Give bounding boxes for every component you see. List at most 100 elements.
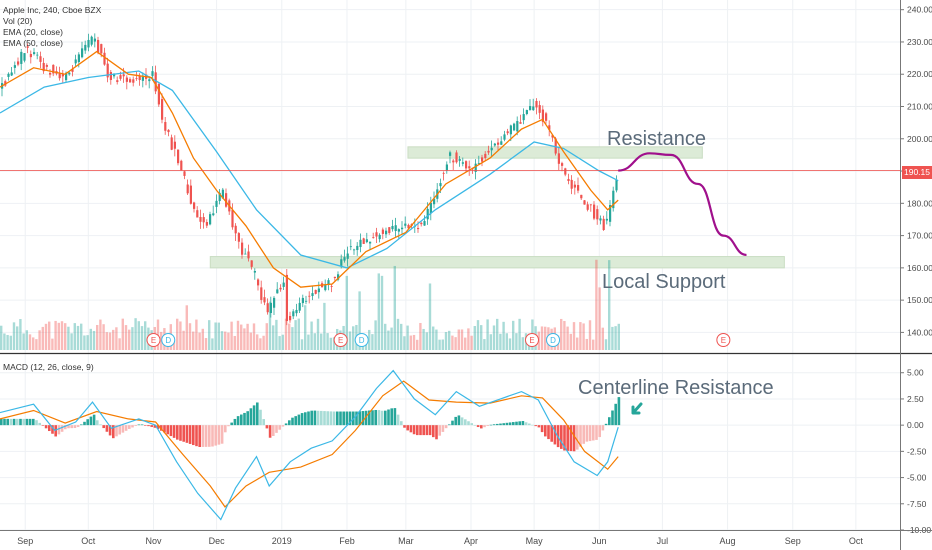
candle-body (119, 75, 122, 79)
macd-histogram-bar (96, 420, 99, 426)
volume-bar (304, 305, 307, 350)
candle-body (356, 245, 359, 251)
volume-bar (499, 333, 502, 350)
volume-bar (32, 337, 35, 350)
candle-body (593, 204, 596, 219)
volume-bar (464, 337, 467, 350)
event-marker-label: D (359, 336, 365, 345)
macd-histogram-bar (425, 425, 429, 436)
candle-body (401, 227, 404, 230)
candle-body (212, 213, 215, 216)
volume-bar (416, 339, 419, 350)
volume-bar (502, 321, 505, 350)
volume-bar (0, 325, 3, 350)
candle-body (218, 192, 221, 202)
macd-histogram-bar (128, 425, 131, 429)
macd-histogram-bar (428, 425, 432, 436)
volume-bar (393, 265, 396, 350)
volume-bar (204, 338, 208, 350)
volume-bar (560, 318, 563, 350)
legend-volume[interactable]: Vol (20) (3, 16, 33, 26)
event-marker-label: E (338, 336, 343, 345)
candle-body (65, 72, 68, 81)
macd-histogram-bar (444, 425, 448, 429)
macd-y-tick-label: -2.50 (907, 446, 927, 456)
macd-histogram-bar (288, 420, 291, 426)
macd-histogram-bar (598, 425, 601, 438)
candle-body (279, 287, 282, 290)
candle-body (247, 251, 250, 259)
candle-body (282, 282, 285, 287)
macd-histogram-bar (329, 411, 333, 426)
candle-body (362, 238, 365, 244)
candle-body (164, 122, 167, 131)
macd-histogram-bar (438, 425, 441, 436)
candle-body (551, 135, 554, 138)
candle-body (391, 226, 394, 230)
earnings-marker (716, 333, 731, 347)
candle-body (253, 270, 256, 273)
candle-body (583, 200, 586, 205)
candle-body (519, 122, 522, 124)
volume-bar (70, 333, 73, 350)
macd-histogram-bar (259, 409, 262, 426)
legend-ema-slow[interactable]: EMA (50, close) (3, 38, 63, 48)
volume-bar (230, 321, 233, 350)
macd-histogram-bar (284, 423, 288, 426)
x-tick-label: Mar (398, 536, 414, 546)
macd-histogram-bar (473, 425, 477, 426)
volume-bar (211, 338, 214, 350)
macd-histogram-bar (435, 425, 438, 440)
y-tick-label: 220.00 (907, 69, 932, 79)
candle-body (596, 209, 599, 220)
volume-bar (240, 324, 243, 350)
macd-histogram-bar (176, 425, 179, 440)
volume-bar (608, 260, 611, 350)
candle-body (407, 224, 410, 229)
candle-body (138, 75, 141, 81)
macd-histogram-bar (576, 425, 579, 450)
volume-bar (313, 333, 316, 350)
candle-body (353, 249, 356, 251)
local-support-label: Local Support (602, 271, 726, 293)
legend-symbol[interactable]: Apple Inc, 240, Cboe BZX (3, 5, 102, 15)
macd-histogram-bar (604, 423, 608, 426)
candle-body (423, 221, 426, 226)
volume-bar (272, 325, 275, 350)
macd-histogram-bar (377, 410, 381, 426)
candle-body (573, 184, 576, 188)
volume-bar (96, 324, 99, 350)
macd-histogram-bar (486, 425, 489, 426)
candle-body (109, 72, 112, 80)
macd-histogram-bar (281, 425, 285, 427)
volume-bar (316, 318, 320, 350)
volume-bar (9, 335, 12, 350)
volume-bar (467, 328, 470, 350)
legend-ema-fast[interactable]: EMA (20, close) (3, 27, 63, 37)
volume-bar (448, 330, 451, 350)
macd-histogram-bar (12, 418, 16, 426)
legend-macd[interactable]: MACD (12, 26, close, 9) (3, 362, 94, 372)
macd-histogram-bar (3, 418, 6, 426)
volume-bar (16, 326, 19, 350)
candle-body (167, 129, 170, 133)
macd-histogram-bar (227, 425, 230, 427)
candle-body (241, 242, 244, 255)
volume-bar (140, 326, 144, 350)
candle-body (148, 79, 151, 82)
macd-histogram-bar (9, 418, 13, 426)
volume-bar (227, 332, 230, 350)
event-marker-label: E (151, 336, 156, 345)
volume-bar (249, 332, 252, 350)
volume-bar (566, 326, 569, 350)
volume-bar (294, 320, 297, 350)
macd-histogram-bar (358, 411, 361, 426)
candle-body (157, 83, 160, 105)
volume-bar (108, 332, 112, 350)
y-tick-label: 230.00 (907, 37, 932, 47)
volume-bar (214, 322, 217, 350)
candle-body (17, 61, 20, 65)
volume-bar (422, 328, 425, 350)
volume-bar (396, 318, 400, 350)
